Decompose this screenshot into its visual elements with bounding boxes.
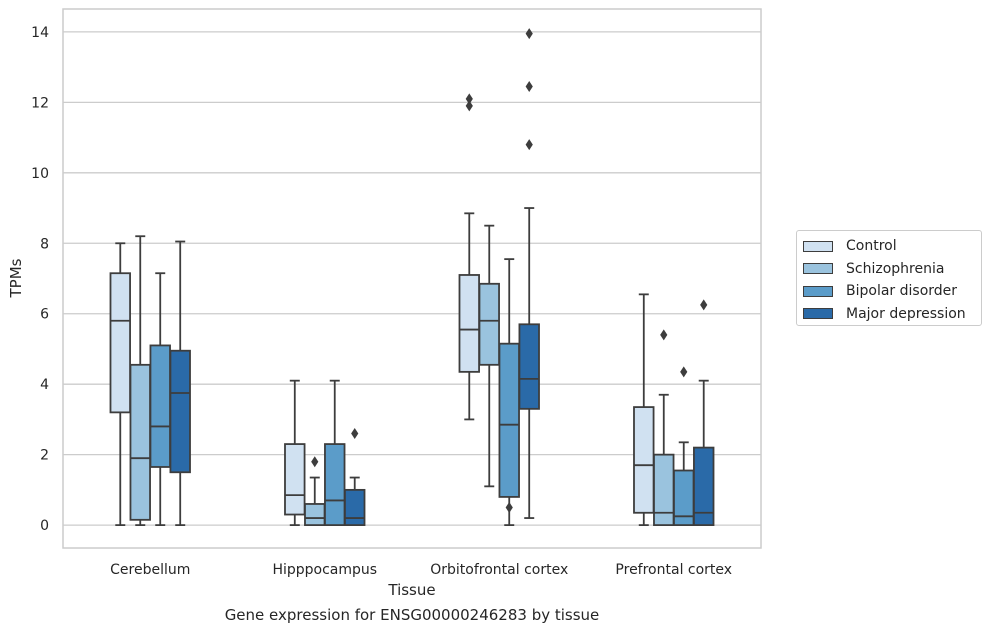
outlier-point	[311, 456, 319, 468]
legend-label: Bipolar disorder	[846, 283, 958, 300]
outlier-point	[351, 428, 359, 440]
box-major-depression	[518, 28, 540, 519]
box-body	[633, 406, 655, 514]
legend-swatch	[803, 263, 833, 275]
box-bipolar-disorder	[149, 272, 171, 527]
box-schizophrenia	[304, 456, 326, 527]
x-tick-labels: Cerebellum Hipppocampus Orbitofrontal cort…	[110, 562, 732, 578]
legend-label: Major depression	[846, 305, 966, 322]
box-body	[149, 344, 171, 468]
box-body	[693, 446, 715, 527]
legend-item: Schizophrenia	[803, 258, 975, 281]
x-tick-label: Hipppocampus	[272, 562, 377, 578]
outlier-point	[680, 366, 688, 378]
outlier-point	[525, 28, 533, 40]
y-axis-label: TPMs	[7, 258, 25, 298]
y-tick-label: 8	[40, 236, 49, 252]
legend-swatch	[803, 240, 833, 252]
box-schizophrenia	[129, 235, 151, 527]
box-major-depression	[169, 240, 191, 527]
x-axis-label: Tissue	[387, 581, 435, 599]
box-control	[458, 93, 480, 421]
box-bipolar-disorder	[673, 366, 695, 527]
box-body	[653, 453, 675, 527]
x-tick-label: Orbitofrontal cortex	[430, 562, 568, 578]
x-tick-label: Prefrontal cortex	[615, 562, 732, 578]
y-tick-labels: 0 2 4 6 8 10 12 14	[31, 25, 49, 534]
outlier-point	[700, 299, 708, 311]
outlier-point	[465, 93, 473, 105]
box-body	[518, 323, 540, 410]
outlier-point	[525, 139, 533, 151]
box-body	[324, 443, 346, 527]
y-tick-label: 4	[40, 377, 49, 393]
box-body	[458, 274, 480, 373]
y-tick-label: 14	[31, 25, 49, 41]
box-body	[498, 342, 520, 498]
y-tick-label: 12	[31, 95, 49, 111]
box-schizophrenia	[653, 329, 675, 527]
box-major-depression	[344, 428, 366, 527]
outlier-point	[660, 329, 668, 341]
y-tick-label: 2	[40, 448, 49, 464]
legend: Control Schizophrenia Bipolar disorder Majo…	[796, 230, 982, 326]
box-body	[129, 363, 151, 521]
box-body	[169, 349, 191, 474]
legend-swatch	[803, 285, 833, 297]
plot-frame	[62, 8, 762, 549]
legend-item: Major depression	[803, 303, 975, 326]
y-tick-label: 0	[40, 518, 49, 534]
box-bipolar-disorder	[498, 258, 520, 527]
legend-item: Bipolar disorder	[803, 280, 975, 303]
boxes	[109, 28, 715, 527]
box-body	[304, 503, 326, 527]
outlier-point	[465, 100, 473, 112]
box-schizophrenia	[478, 224, 500, 488]
y-tick-label: 6	[40, 307, 49, 323]
box-control	[284, 379, 306, 527]
box-control	[633, 293, 655, 527]
box-control	[109, 242, 131, 527]
legend-swatch	[803, 308, 833, 320]
box-major-depression	[693, 299, 715, 527]
box-bipolar-disorder	[324, 379, 346, 527]
legend-label: Control	[846, 238, 897, 255]
box-body	[284, 443, 306, 516]
box-body	[478, 282, 500, 366]
outlier-point	[525, 81, 533, 93]
y-tick-label: 10	[31, 166, 49, 182]
box-body	[109, 272, 131, 414]
outlier-point	[505, 501, 513, 513]
legend-item: Control	[803, 235, 975, 258]
box-body	[344, 488, 366, 527]
legend-label: Schizophrenia	[846, 260, 945, 277]
x-tick-label: Cerebellum	[110, 562, 190, 578]
chart-caption: Gene expression for ENSG00000246283 by t…	[224, 606, 600, 624]
